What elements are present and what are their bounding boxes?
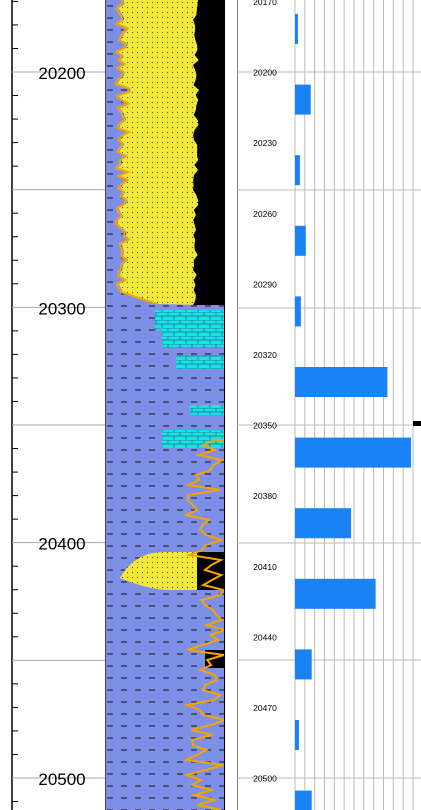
carbonate-stringer xyxy=(155,310,225,330)
bar xyxy=(295,649,312,680)
bar-category-label: 20200 xyxy=(253,68,277,78)
bar-category-label: 20410 xyxy=(253,562,277,572)
bar-category-label: 20350 xyxy=(253,421,277,431)
axis-marker xyxy=(413,421,421,426)
depth-track: 20200 20300 20400 20500 xyxy=(11,0,105,810)
depth-label: 20300 xyxy=(38,299,85,318)
carbonate-stringer xyxy=(190,405,225,415)
gamma-curve-lower xyxy=(182,439,225,810)
bar xyxy=(295,437,412,468)
coal-column-upper xyxy=(193,0,225,305)
bar xyxy=(295,720,299,750)
depth-label: 20500 xyxy=(38,770,85,789)
bar xyxy=(295,14,298,44)
bar xyxy=(295,296,301,327)
bar xyxy=(295,225,306,256)
bar xyxy=(295,790,312,810)
bar-category-label: 20380 xyxy=(253,491,277,501)
bar xyxy=(295,155,300,186)
sand-body-upper xyxy=(117,0,200,305)
bar-chart-track: 20170 20200 20230 20260 20290 20320 20350 20380… xyxy=(237,0,421,810)
carbonate-stringer xyxy=(162,330,225,348)
bar-category-label: 20170 xyxy=(253,0,277,7)
bar xyxy=(295,84,311,115)
bar xyxy=(295,578,376,609)
bar xyxy=(295,367,388,397)
depth-label: 20200 xyxy=(38,64,85,83)
bar-category-label: 20230 xyxy=(253,138,277,148)
bar-category-label: 20290 xyxy=(253,279,277,289)
bar-category-label: 20320 xyxy=(253,350,277,360)
bar-category-label: 20260 xyxy=(253,209,277,219)
lithology-track xyxy=(105,0,225,810)
gamma-curve-upper xyxy=(113,0,158,305)
sand-body-lower xyxy=(120,552,200,590)
bar-category-label: 20440 xyxy=(253,632,277,642)
carbonate-stringer xyxy=(176,355,225,369)
bar-track-bg xyxy=(237,0,421,810)
bar-category-label: 20500 xyxy=(253,774,277,784)
bar-category-label: 20470 xyxy=(253,703,277,713)
bar xyxy=(295,508,352,539)
depth-label: 20400 xyxy=(38,535,85,554)
